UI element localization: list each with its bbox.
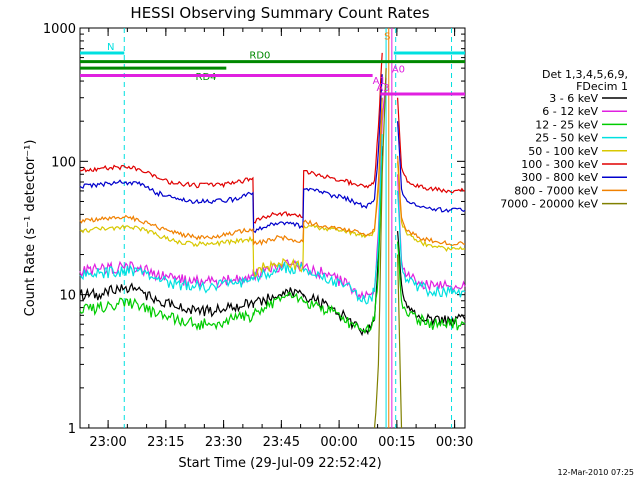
series-line — [397, 241, 466, 331]
legend-entry-label: 7000 - 20000 keV — [500, 198, 598, 211]
chart-title: HESSI Observing Summary Count Rates — [130, 4, 429, 22]
series-line — [79, 108, 383, 278]
flag-label: S — [384, 31, 390, 42]
flag-label: A3 — [376, 83, 389, 94]
series-line — [397, 155, 466, 246]
flag-label: A0 — [392, 65, 405, 76]
series-line — [79, 155, 383, 334]
legend-title: FDecim 1 — [576, 80, 628, 93]
series-line — [397, 161, 466, 253]
y-tick-label: 100 — [51, 155, 76, 170]
series-line — [79, 74, 383, 234]
legend-entry-label: 50 - 100 keV — [528, 145, 598, 158]
flag-label: A1 — [373, 76, 386, 87]
series-line — [373, 68, 387, 429]
y-tick-label: 1000 — [43, 22, 76, 37]
flag-label: RD4 — [196, 72, 217, 83]
series-line — [397, 190, 466, 299]
plot-area: 1 10 100 1000 23:00 23:15 23:30 23:45 00:00 00:15… — [43, 22, 473, 450]
legend-entry-label: 12 - 25 keV — [535, 118, 598, 131]
legend-entry-label: 3 - 6 keV — [549, 92, 598, 105]
x-tick-label: 23:30 — [205, 435, 242, 450]
x-axis-label: Start Time (29-Jul-09 22:52:42) — [178, 456, 381, 471]
legend-entry-label: 300 - 800 keV — [521, 171, 598, 184]
plot-frame — [79, 27, 466, 429]
flag-label: RD0 — [249, 51, 270, 62]
legend-title: Det 1,3,4,5,6,9, — [542, 68, 628, 81]
series-line — [397, 97, 465, 194]
series-line — [397, 121, 466, 213]
series-line — [397, 174, 466, 292]
legend-entry-label: 6 - 12 keV — [542, 105, 598, 118]
series-line — [79, 97, 383, 246]
series-line — [79, 52, 383, 224]
x-tick-label: 00:30 — [436, 435, 473, 450]
x-tick-label: 23:15 — [147, 435, 184, 450]
y-tick-label: 10 — [59, 289, 76, 304]
flag-label: N — [107, 42, 114, 53]
series-line — [397, 254, 403, 429]
x-tick-label: 00:15 — [378, 435, 415, 450]
legend-entry-label: 100 - 300 keV — [521, 158, 598, 171]
series-line — [79, 146, 383, 337]
legend-entry-label: 25 - 50 keV — [535, 132, 598, 145]
legend-entry-label: 800 - 7000 keV — [514, 184, 598, 197]
series-line — [79, 134, 383, 305]
generation-date: 12-Mar-2010 07:25 — [558, 468, 635, 477]
y-axis-label: Count Rate (s⁻¹ detector⁻¹) — [23, 140, 38, 317]
x-tick-label: 00:00 — [320, 435, 357, 450]
y-tick-label: 1 — [68, 422, 76, 437]
x-tick-label: 23:00 — [89, 435, 126, 450]
x-tick-label: 23:45 — [263, 435, 300, 450]
